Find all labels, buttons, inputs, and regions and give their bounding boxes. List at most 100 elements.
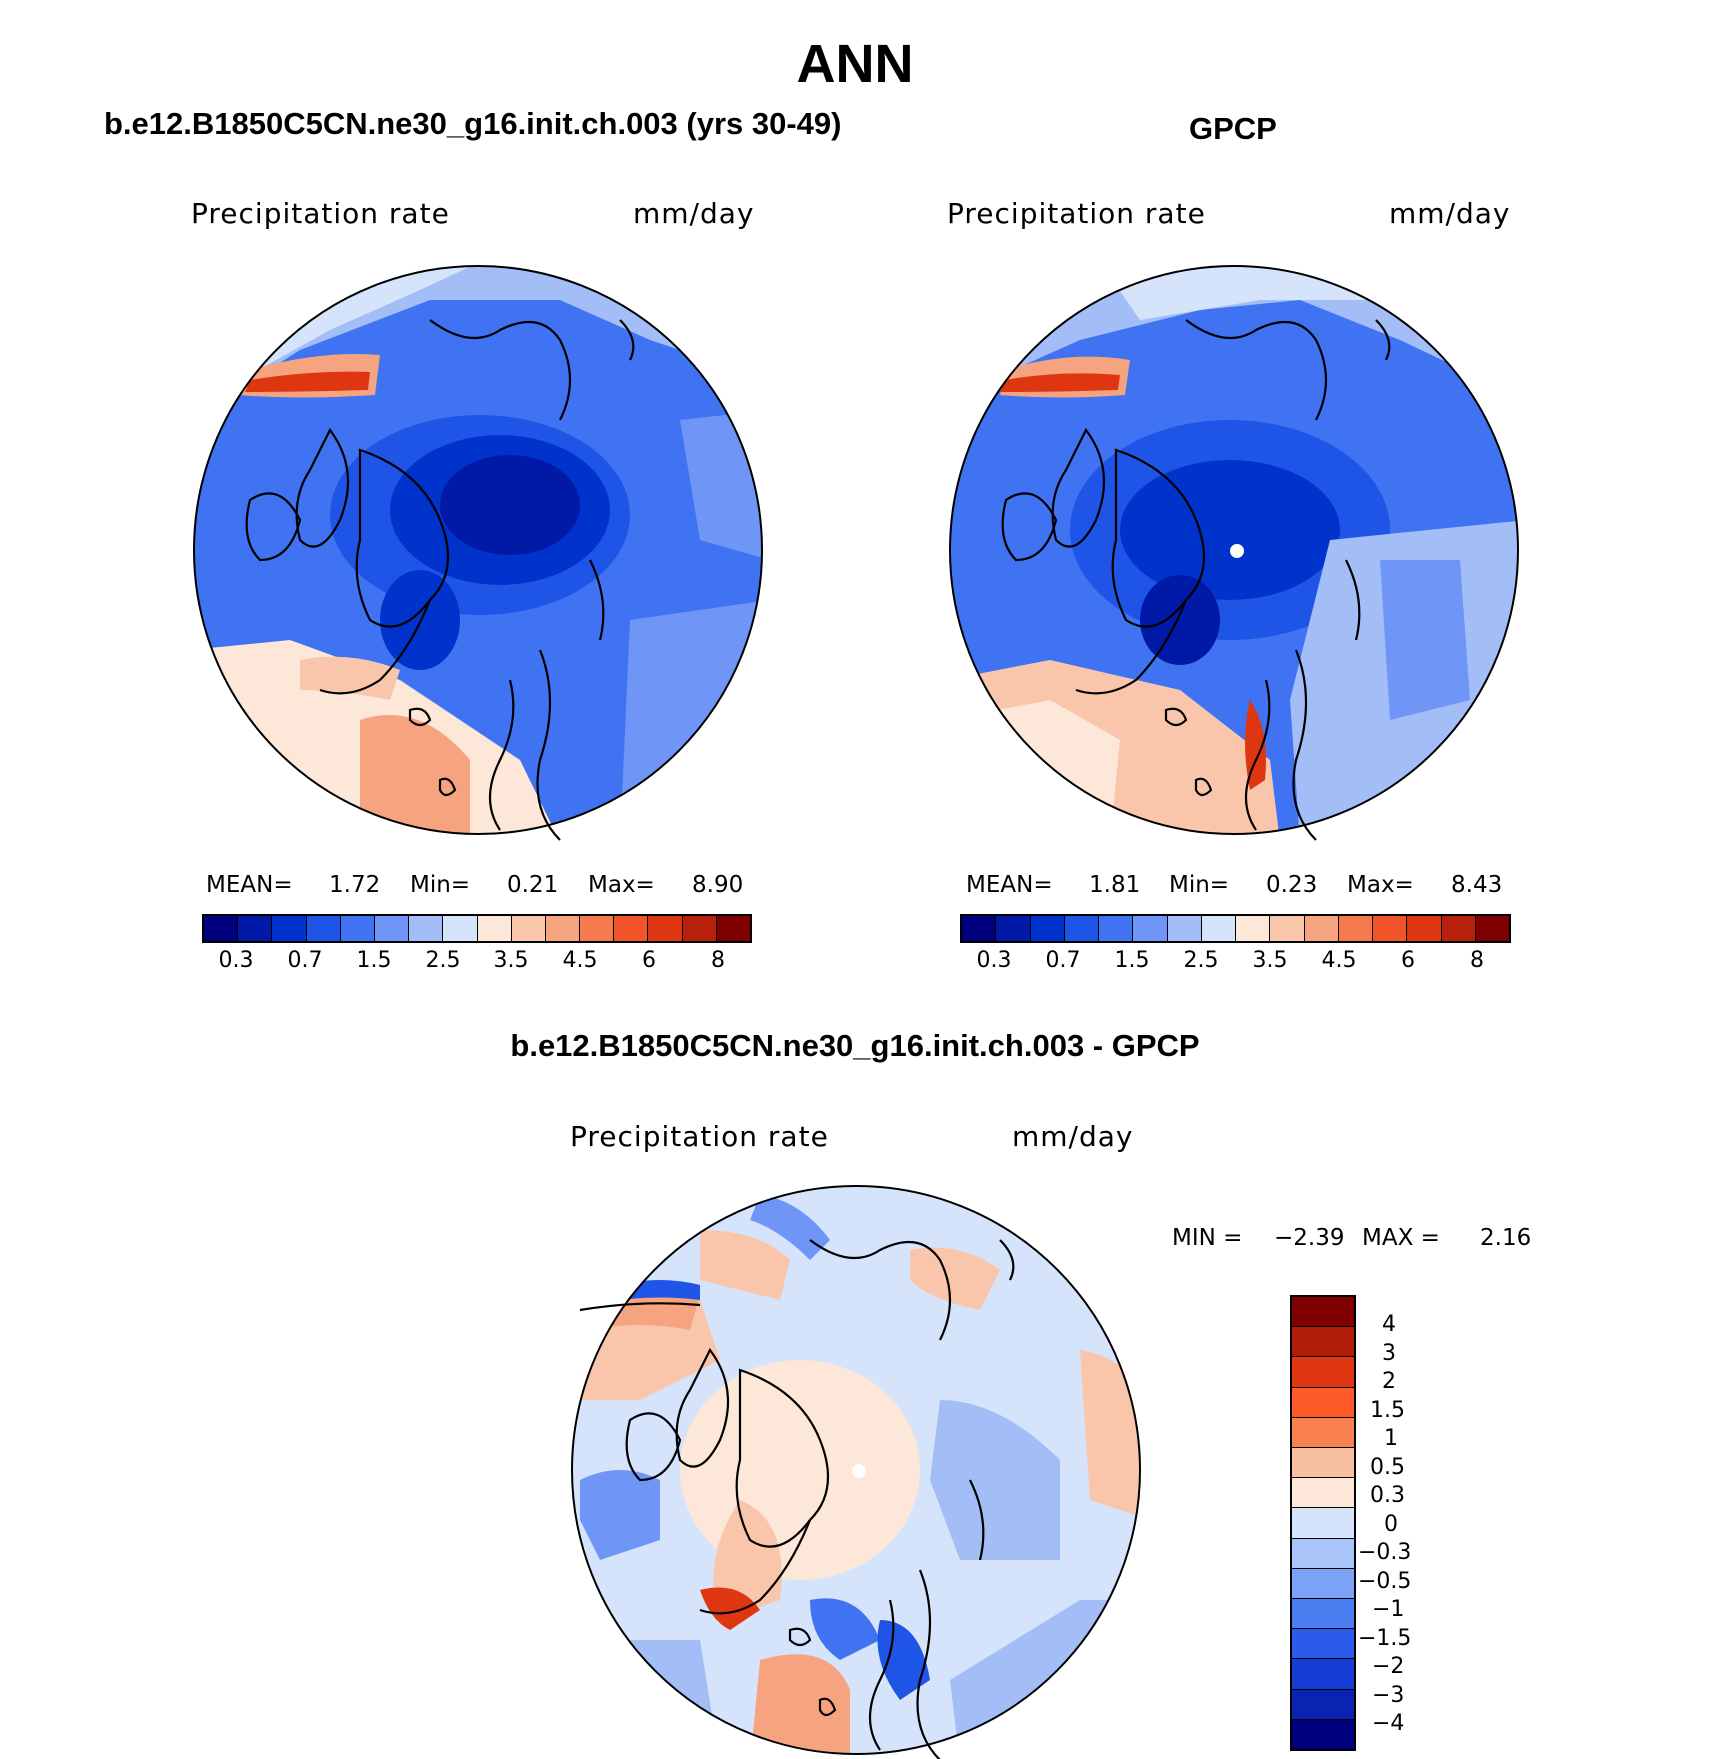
colorbar-swatch	[1133, 916, 1168, 941]
model-mean-label: MEAN=	[206, 872, 293, 898]
model-max-label: Max=	[588, 872, 655, 898]
colorbar-tick-label: −1.5	[1358, 1626, 1412, 1651]
diff-units-label: mm/day	[1012, 1120, 1134, 1153]
colorbar-swatch	[1407, 916, 1442, 941]
model-colorbar-ticks: 0.3 0.7 1.5 2.5 3.5 4.5 6 8	[202, 948, 752, 978]
obs-max-label: Max=	[1347, 872, 1414, 898]
colorbar-tick-label: 1.5	[1114, 948, 1150, 973]
colorbar-swatch	[1292, 1387, 1354, 1418]
colorbar-tick-label: 4.5	[562, 948, 598, 973]
colorbar-swatch	[443, 916, 478, 941]
colorbar-tick-label: 6	[1401, 948, 1415, 973]
obs-panel-title: GPCP	[1189, 111, 1277, 146]
model-mean-value: 1.72	[329, 872, 381, 898]
colorbar-swatch	[1030, 916, 1065, 941]
colorbar-swatch	[1236, 916, 1271, 941]
colorbar-tick-label: 4.5	[1321, 948, 1357, 973]
diff-colorbar-ticks: 4 3 2 1.5 1 0.5 0.3 0 −0.3 −0.5 −1 −1.5 …	[1358, 1295, 1464, 1751]
colorbar-tick-label: −1	[1372, 1597, 1405, 1622]
colorbar-tick-label: 8	[1470, 948, 1484, 973]
colorbar-swatch	[545, 916, 581, 941]
colorbar-swatch	[374, 916, 410, 941]
colorbar-swatch	[682, 916, 717, 941]
colorbar-tick-label: 2	[1382, 1369, 1396, 1394]
colorbar-swatch	[1167, 916, 1202, 941]
model-min-value: 0.21	[507, 872, 559, 898]
colorbar-tick-label: 8	[711, 948, 725, 973]
model-min-label: Min=	[410, 872, 471, 898]
colorbar-swatch	[1373, 916, 1408, 941]
model-field-label: Precipitation rate	[191, 197, 450, 230]
colorbar-swatch	[648, 916, 683, 941]
colorbar-tick-label: 4	[1382, 1312, 1396, 1337]
diff-min-value: −2.39	[1274, 1225, 1345, 1251]
colorbar-swatch	[996, 916, 1031, 941]
colorbar-tick-label: 1.5	[356, 948, 392, 973]
colorbar-swatch	[1292, 1417, 1354, 1449]
obs-mean-label: MEAN=	[966, 872, 1053, 898]
colorbar-swatch	[1201, 916, 1236, 941]
diff-max-label: MAX =	[1362, 1225, 1440, 1251]
colorbar-tick-label: 1.5	[1370, 1398, 1405, 1423]
colorbar-swatch	[1292, 1599, 1354, 1630]
diff-min-label: MIN =	[1172, 1225, 1243, 1251]
obs-field-label: Precipitation rate	[947, 197, 1206, 230]
colorbar-swatch	[1064, 916, 1099, 941]
colorbar-tick-label: 3.5	[1252, 948, 1288, 973]
obs-colorbar-ticks: 0.3 0.7 1.5 2.5 3.5 4.5 6 8	[960, 948, 1511, 978]
model-panel-title: b.e12.B1850C5CN.ne30_g16.init.ch.003 (yr…	[104, 106, 842, 141]
colorbar-swatch	[1292, 1508, 1354, 1539]
colorbar-swatch	[1292, 1538, 1354, 1569]
colorbar-tick-label: −0.3	[1358, 1540, 1412, 1565]
colorbar-swatch	[1292, 1659, 1354, 1690]
colorbar-swatch	[272, 916, 307, 941]
colorbar-swatch	[204, 916, 239, 941]
colorbar-tick-label: 1	[1384, 1426, 1398, 1451]
colorbar-swatch	[962, 916, 997, 941]
colorbar-swatch	[1292, 1629, 1354, 1660]
colorbar-tick-label: −0.5	[1358, 1569, 1412, 1594]
colorbar-swatch	[340, 916, 375, 941]
colorbar-swatch	[409, 916, 444, 941]
colorbar-swatch	[1475, 916, 1509, 941]
colorbar-tick-label: −2	[1372, 1654, 1405, 1679]
colorbar-tick-label: 2.5	[1183, 948, 1219, 973]
colorbar-swatch	[238, 916, 273, 941]
obs-units-label: mm/day	[1389, 197, 1511, 230]
diff-panel-title: b.e12.B1850C5CN.ne30_g16.init.ch.003 - G…	[510, 1028, 1200, 1063]
colorbar-tick-label: 0.3	[218, 948, 254, 973]
colorbar-swatch	[1304, 916, 1339, 941]
colorbar-swatch	[1292, 1719, 1354, 1750]
colorbar-swatch	[477, 916, 512, 941]
colorbar-swatch	[1292, 1357, 1354, 1388]
obs-min-value: 0.23	[1266, 872, 1318, 898]
main-title: ANN	[796, 34, 914, 94]
colorbar-swatch	[1270, 916, 1305, 941]
colorbar-tick-label: 0.3	[1370, 1483, 1405, 1508]
obs-max-value: 8.43	[1451, 872, 1503, 898]
colorbar-swatch	[1292, 1297, 1354, 1328]
obs-min-label: Min=	[1169, 872, 1230, 898]
colorbar-tick-label: −3	[1372, 1683, 1405, 1708]
diff-max-value: 2.16	[1480, 1225, 1532, 1251]
colorbar-swatch	[511, 916, 546, 941]
colorbar-swatch	[1292, 1478, 1354, 1509]
colorbar-swatch	[1441, 916, 1476, 941]
colorbar-swatch	[614, 916, 649, 941]
colorbar-swatch	[1292, 1568, 1354, 1600]
diff-colorbar	[1290, 1295, 1356, 1751]
colorbar-tick-label: 0.5	[1370, 1455, 1405, 1480]
colorbar-swatch	[1292, 1689, 1354, 1720]
colorbar-tick-label: 0.7	[287, 948, 323, 973]
colorbar-tick-label: 0	[1384, 1512, 1398, 1537]
model-max-value: 8.90	[692, 872, 744, 898]
diff-field-label: Precipitation rate	[570, 1120, 829, 1153]
colorbar-swatch	[1338, 916, 1373, 941]
colorbar-swatch	[1099, 916, 1134, 941]
colorbar-tick-label: 0.3	[976, 948, 1012, 973]
colorbar-tick-label: 3	[1382, 1341, 1396, 1366]
colorbar-tick-label: 2.5	[425, 948, 461, 973]
